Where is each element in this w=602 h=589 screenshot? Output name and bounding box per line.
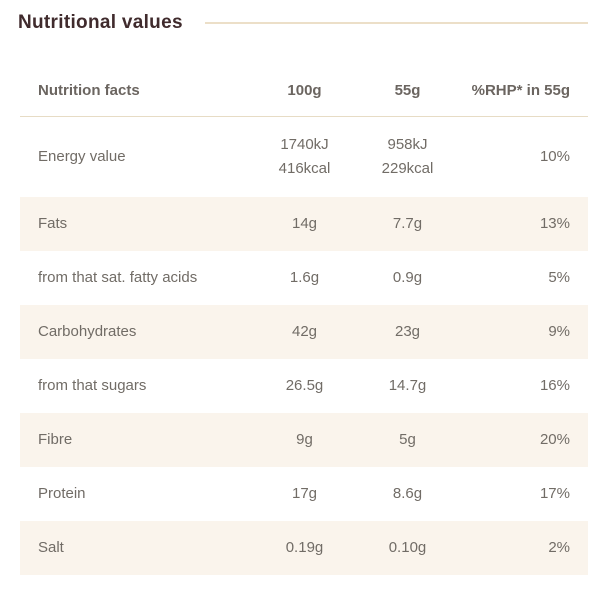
value-100g: 1740kJ 416kcal [253,117,356,198]
value-100g: 42g [291,323,318,340]
value-100g: 14g [291,215,318,232]
value-55g: 5g [399,431,416,448]
title-divider-line [204,22,588,24]
col-header-rhp-in-55g: %RHP* in 55g [459,64,588,117]
row-label: Carbohydrates [38,323,137,340]
value-100g: 26.5g [285,377,324,394]
table-row-fibre: Fibre 9g 5g 20% [20,413,588,467]
value-rhp: 20% [539,431,570,448]
table-row-energy-value: Energy value 1740kJ 416kcal 958kJ 229kca… [20,117,588,198]
value-rhp: 17% [539,485,570,502]
table-row-fats: Fats 14g 7.7g 13% [20,197,588,251]
value-100g: 9g [296,431,313,448]
value-55g: 8.6g [392,485,423,502]
table-row-carbohydrates: Carbohydrates 42g 23g 9% [20,305,588,359]
table-row-sugars: from that sugars 26.5g 14.7g 16% [20,359,588,413]
value-55g: 7.7g [392,215,423,232]
row-label: from that sat. fatty acids [38,269,198,286]
col-header-55g: 55g [356,64,459,117]
table-row-protein: Protein 17g 8.6g 17% [20,467,588,521]
value-55g: 958kJ 229kcal [356,117,459,198]
value-rhp: 10% [539,148,570,165]
value-rhp: 13% [539,215,570,232]
row-label: Fibre [38,431,73,448]
header-row: Nutrition facts 100g 55g %RHP* in 55g [20,64,588,117]
value-rhp: 2% [548,539,570,556]
col-header-nutrition-facts: Nutrition facts [20,64,253,117]
nutrition-table-header: Nutrition facts 100g 55g %RHP* in 55g [20,64,588,117]
value-55g: 0.9g [392,269,423,286]
value-55g-line2: 229kcal [381,160,434,177]
row-label: from that sugars [38,377,147,394]
value-55g: 23g [394,323,421,340]
value-100g: 17g [291,485,318,502]
value-55g: 14.7g [388,377,427,394]
value-55g: 0.10g [388,539,427,556]
value-55g-line1: 958kJ [387,136,428,153]
value-100g-line1: 1740kJ [280,136,329,153]
value-100g: 0.19g [285,539,324,556]
table-row-sat-fatty-acids: from that sat. fatty acids 1.6g 0.9g 5% [20,251,588,305]
value-rhp: 9% [548,323,570,340]
row-label: Salt [38,539,64,556]
col-header-100g: 100g [253,64,356,117]
row-label: Protein [38,485,86,502]
section-header: Nutritional values [0,0,602,34]
value-100g-line2: 416kcal [278,160,331,177]
table-row-salt: Salt 0.19g 0.10g 2% [20,521,588,575]
page-title: Nutritional values [18,12,183,33]
value-rhp: 5% [548,269,570,286]
value-rhp: 16% [539,377,570,394]
nutrition-table: Nutrition facts 100g 55g %RHP* in 55g En… [20,64,588,575]
row-label: Energy value [38,148,126,165]
value-100g: 1.6g [289,269,320,286]
nutrition-table-body: Energy value 1740kJ 416kcal 958kJ 229kca… [20,117,588,575]
row-label: Fats [38,215,68,232]
